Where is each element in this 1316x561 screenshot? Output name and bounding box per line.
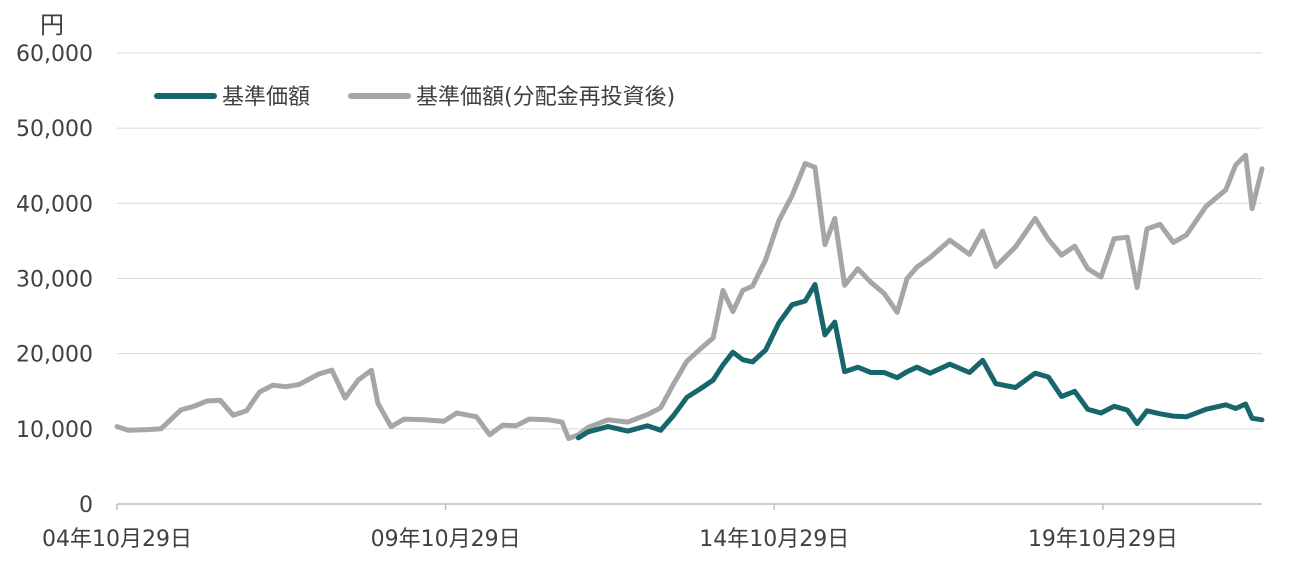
x-tick-label: 19年10月29日: [1028, 527, 1178, 552]
y-tick-label: 30,000: [16, 268, 93, 293]
series-layer: [114, 152, 1265, 442]
legend-label-reinvested-price: 基準価額(分配金再投資後): [416, 85, 675, 110]
x-tick-label: 14年10月29日: [699, 527, 849, 552]
x-axis-ticks: 04年10月29日 09年10月29日 14年10月29日 19年10月29日: [42, 504, 1178, 552]
gridlines: [117, 52, 1262, 430]
y-tick-label: 60,000: [16, 42, 93, 67]
y-tick-label: 40,000: [16, 192, 93, 217]
series-line-base-price: [575, 282, 1265, 441]
y-tick-label: 0: [79, 493, 93, 518]
x-tick-label: 04年10月29日: [42, 527, 192, 552]
legend: 基準価額 基準価額(分配金再投資後): [154, 85, 675, 110]
y-tick-label: 20,000: [16, 343, 93, 368]
series-line-reinvested-price: [114, 152, 1265, 442]
y-axis-unit-label: 円: [40, 11, 64, 39]
y-tick-label: 50,000: [16, 117, 93, 142]
y-axis-ticks: 0 10,000 20,000 30,000 40,000 50,000 60,000: [16, 42, 93, 518]
x-tick-label: 09年10月29日: [371, 527, 521, 552]
y-tick-label: 10,000: [16, 418, 93, 443]
legend-label-base-price: 基準価額: [222, 85, 310, 110]
